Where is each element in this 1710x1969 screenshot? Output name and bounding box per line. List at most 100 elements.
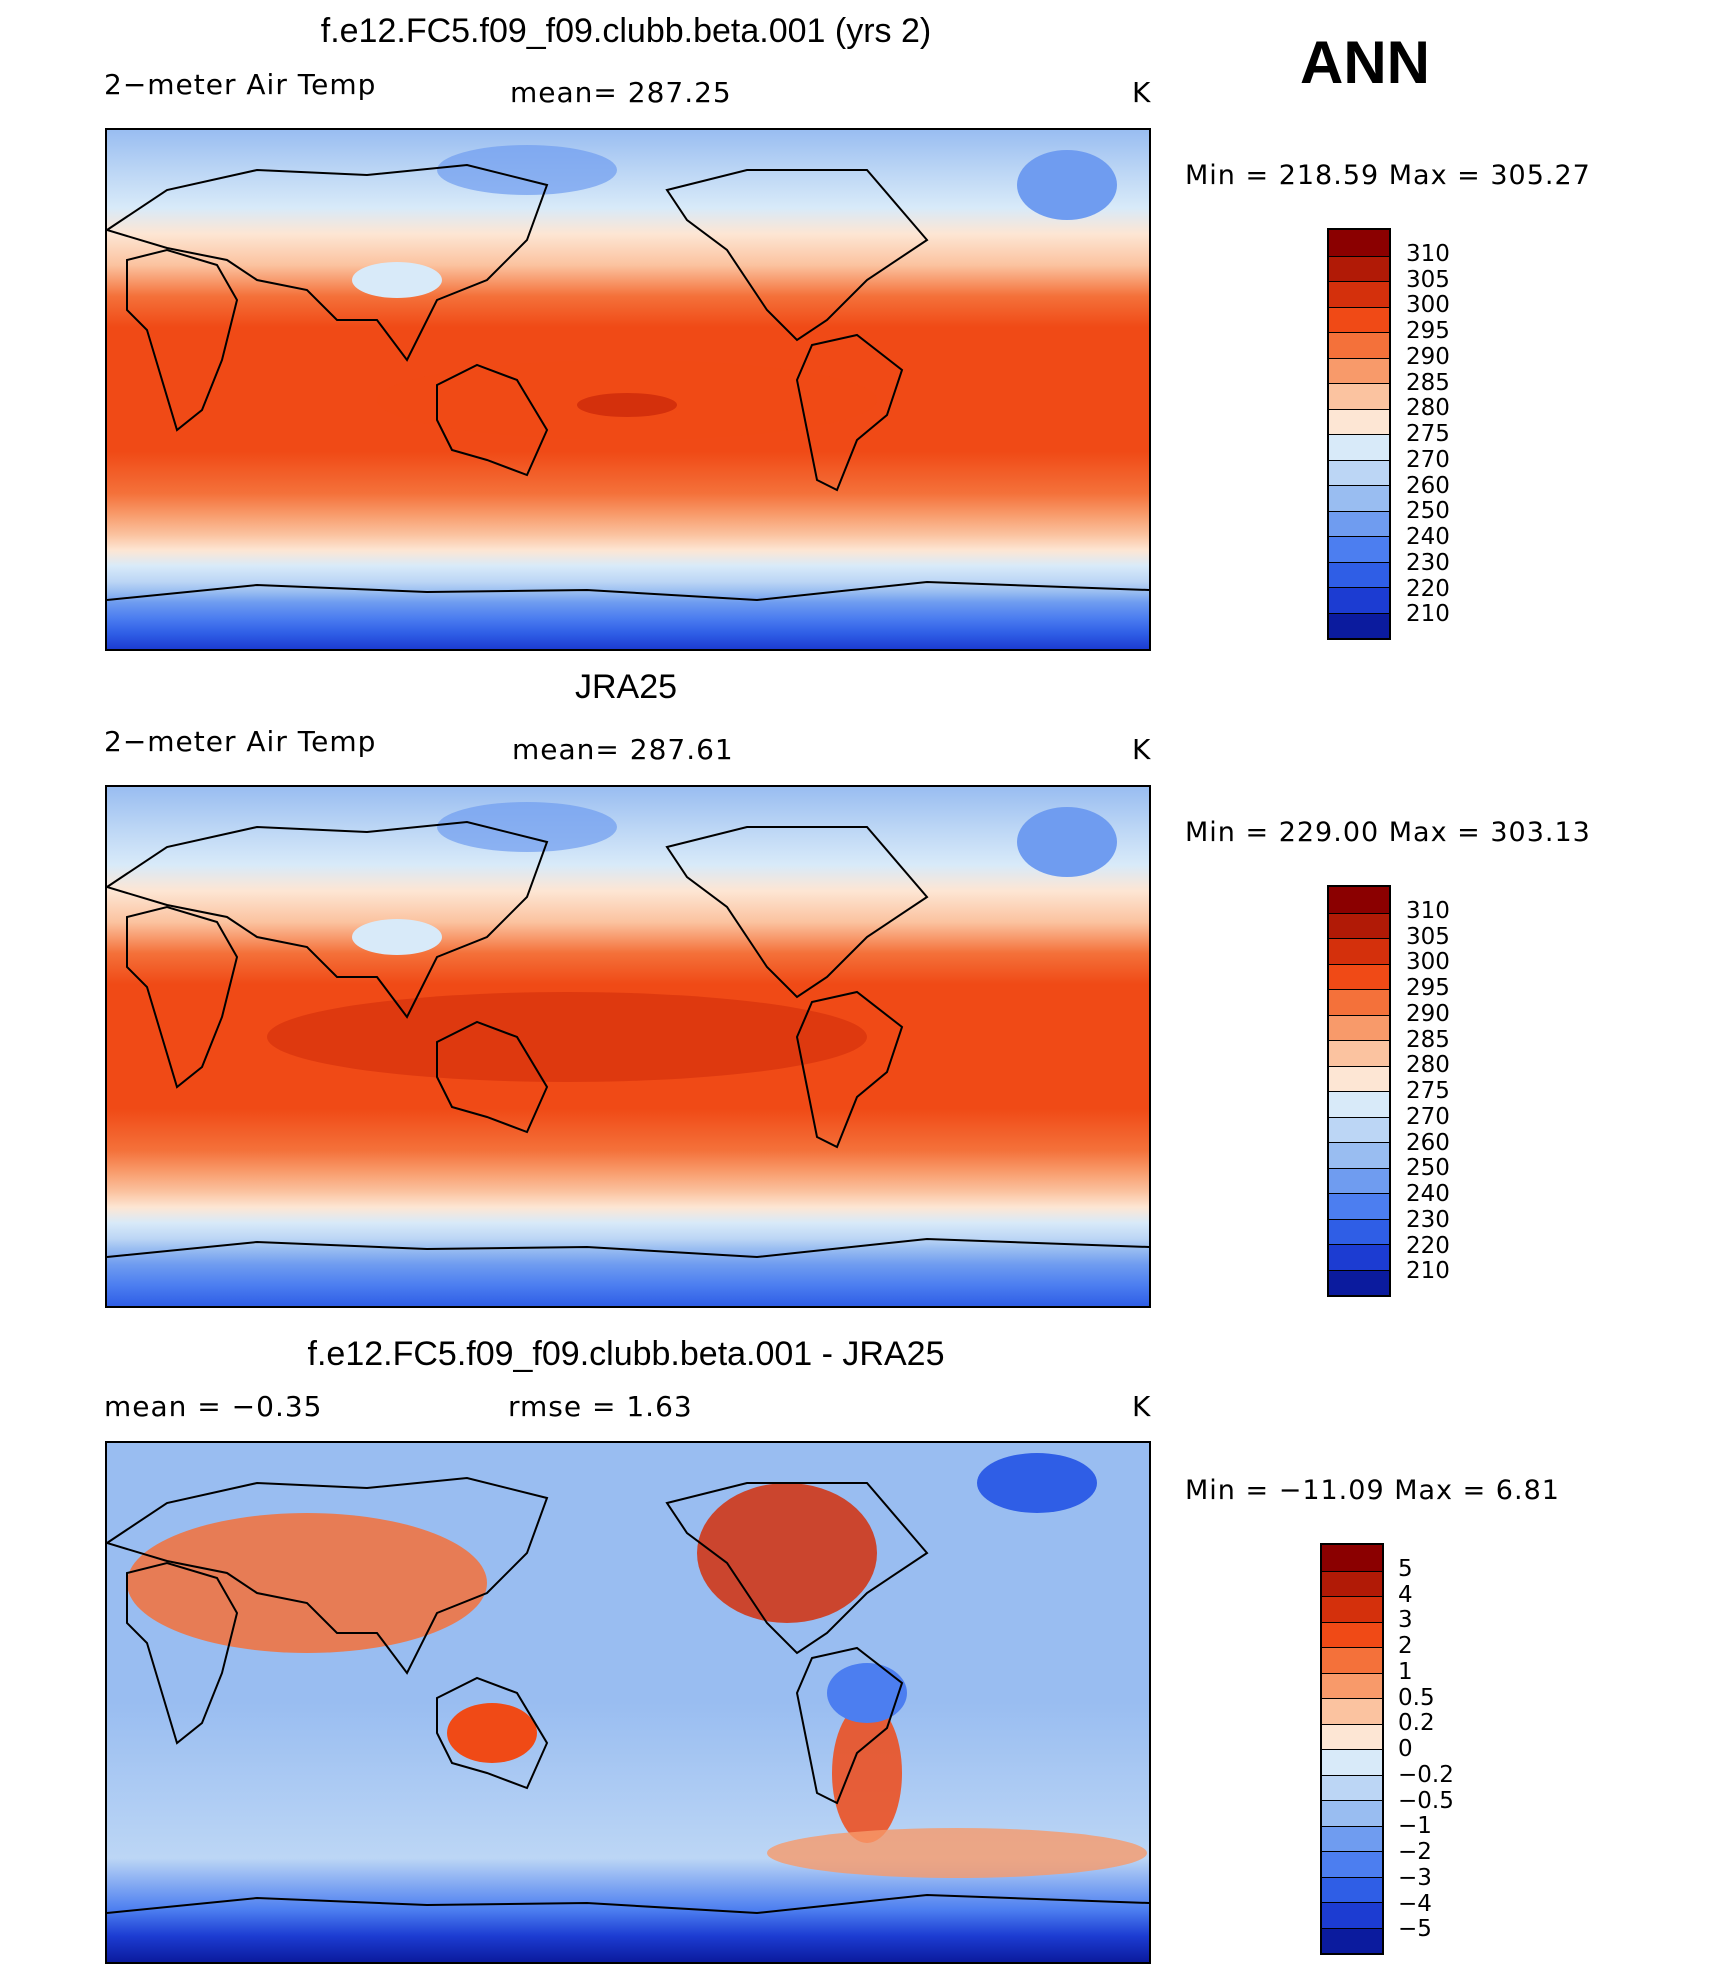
colorbar-tick-label: −1 xyxy=(1398,1813,1432,1840)
colorbar-swatch xyxy=(1329,1040,1389,1066)
colorbar-swatch xyxy=(1329,561,1389,587)
panel-1-map xyxy=(105,128,1151,651)
panel-3-amazon-cold xyxy=(827,1663,907,1723)
colorbar-tick-label: 0.5 xyxy=(1398,1684,1435,1711)
panel-3-coast-australia xyxy=(436,1676,549,1790)
colorbar-tick-label: −0.5 xyxy=(1398,1787,1454,1814)
colorbar-tick-label: 285 xyxy=(1406,1026,1450,1053)
colorbar-swatch xyxy=(1322,1672,1382,1698)
panel-3-coastlines xyxy=(107,1476,1149,1915)
panel-2-coast-antarctica xyxy=(107,1237,1149,1259)
colorbar-tick-label: 4 xyxy=(1398,1581,1413,1608)
colorbar-tick-label: 230 xyxy=(1406,1206,1450,1233)
panel-3-mean-label: mean = −0.35 xyxy=(104,1390,323,1423)
colorbar-tick-label: 2 xyxy=(1398,1633,1413,1659)
colorbar-swatch xyxy=(1329,1142,1389,1168)
panel-2-tibet-cold xyxy=(352,919,442,955)
panel-3-coast-north-america xyxy=(665,1482,929,1655)
colorbar-swatch xyxy=(1322,1800,1382,1826)
panel-3-australia-warm xyxy=(447,1703,537,1763)
panel-2-coast-north-america xyxy=(665,826,929,999)
colorbar-tick-label: 0.2 xyxy=(1398,1710,1435,1737)
colorbar-tick-label: 5 xyxy=(1398,1555,1413,1582)
panel-3-map-plot xyxy=(107,1443,1149,1962)
panel-3-minmax: Min = −11.09 Max = 6.81 xyxy=(1185,1475,1560,1506)
panel-3-rmse-label: rmse = 1.63 xyxy=(508,1390,693,1423)
colorbar-tick-label: 270 xyxy=(1406,1103,1450,1130)
panel-2-coast-south-america xyxy=(795,990,904,1149)
panel-1-coastlines xyxy=(107,163,1149,602)
colorbar-tick-label: 300 xyxy=(1406,292,1450,319)
colorbar-swatch xyxy=(1322,1545,1382,1571)
colorbar-swatch xyxy=(1322,1647,1382,1673)
panel-2-coast-africa xyxy=(126,905,239,1089)
colorbar-swatch xyxy=(1329,1193,1389,1219)
colorbar-swatch xyxy=(1329,332,1389,358)
colorbar-swatch xyxy=(1329,1091,1389,1117)
panel-2-mean-label: mean= 287.61 xyxy=(512,733,734,766)
panel-3-coast-eurasia xyxy=(107,1476,549,1675)
colorbar-swatch xyxy=(1329,989,1389,1015)
panel-1-coast-australia xyxy=(436,363,549,477)
colorbar-tick-label: 310 xyxy=(1406,240,1450,267)
panel-1-colorbar xyxy=(1327,228,1391,640)
panel-2-title: JRA25 xyxy=(574,668,678,706)
panel-2-warm-pool xyxy=(267,992,867,1082)
colorbar-tick-label: 285 xyxy=(1406,369,1450,396)
colorbar-tick-label: 210 xyxy=(1406,1258,1450,1285)
colorbar-swatch xyxy=(1329,1116,1389,1142)
colorbar-swatch xyxy=(1329,887,1389,913)
colorbar-swatch xyxy=(1329,938,1389,964)
colorbar-swatch xyxy=(1329,383,1389,409)
colorbar-swatch xyxy=(1329,357,1389,383)
colorbar-tick-label: 295 xyxy=(1406,975,1450,1001)
panel-2-coastlines xyxy=(107,820,1149,1259)
colorbar-tick-label: 305 xyxy=(1406,923,1450,950)
colorbar-swatch xyxy=(1329,408,1389,434)
colorbar-tick-label: 305 xyxy=(1406,266,1450,293)
colorbar-tick-label: 290 xyxy=(1406,343,1450,370)
season-label: ANN xyxy=(1300,29,1430,96)
colorbar-swatch xyxy=(1329,255,1389,281)
colorbar-tick-label: 275 xyxy=(1406,421,1450,447)
colorbar-tick-label: 210 xyxy=(1406,601,1450,628)
colorbar-tick-label: 280 xyxy=(1406,395,1450,422)
panel-1-minmax: Min = 218.59 Max = 305.27 xyxy=(1185,160,1591,191)
colorbar-swatch xyxy=(1322,1825,1382,1851)
colorbar-swatch xyxy=(1329,1065,1389,1091)
colorbar-swatch xyxy=(1329,963,1389,989)
panel-1-coast-south-america xyxy=(795,333,904,492)
panel-2-minmax: Min = 229.00 Max = 303.13 xyxy=(1185,817,1591,848)
colorbar-tick-label: 240 xyxy=(1406,1181,1450,1207)
colorbar-swatch xyxy=(1329,1218,1389,1244)
panel-3-title: f.e12.FC5.f09_f09.clubb.beta.001 - JRA25 xyxy=(307,1335,945,1373)
colorbar-swatch xyxy=(1322,1774,1382,1800)
colorbar-tick-label: 1 xyxy=(1398,1658,1413,1685)
colorbar-tick-label: 280 xyxy=(1406,1052,1450,1079)
colorbar-tick-label: 290 xyxy=(1406,1000,1450,1027)
colorbar-tick-label: 250 xyxy=(1406,498,1450,525)
colorbar-swatch xyxy=(1329,510,1389,536)
panel-3-south-america-warm xyxy=(832,1703,902,1843)
panel-2-units: K xyxy=(1132,733,1152,766)
colorbar-tick-label: 220 xyxy=(1406,1232,1450,1259)
panel-3-eurasia-warm xyxy=(127,1513,487,1653)
panel-3-north-america-warm xyxy=(697,1483,877,1623)
colorbar-tick-label: −2 xyxy=(1398,1839,1432,1865)
panel-3-units: K xyxy=(1132,1390,1152,1423)
colorbar-swatch xyxy=(1329,281,1389,307)
colorbar-tick-label: 300 xyxy=(1406,949,1450,976)
colorbar-swatch xyxy=(1329,485,1389,511)
colorbar-swatch xyxy=(1322,1621,1382,1647)
panel-2-colorbar xyxy=(1327,885,1391,1297)
colorbar-swatch xyxy=(1322,1698,1382,1724)
panel-1-coast-north-america xyxy=(665,169,929,342)
panel-1-coast-antarctica xyxy=(107,580,1149,602)
colorbar-tick-label: −0.2 xyxy=(1398,1761,1454,1788)
panel-3-colorbar xyxy=(1320,1543,1384,1955)
colorbar-tick-label: 275 xyxy=(1406,1078,1450,1104)
panel-3-southern-ocean-warm xyxy=(767,1828,1147,1878)
panel-2-coast-eurasia xyxy=(107,820,549,1019)
panel-2-map-plot xyxy=(107,787,1149,1306)
panel-2-map xyxy=(105,785,1151,1308)
